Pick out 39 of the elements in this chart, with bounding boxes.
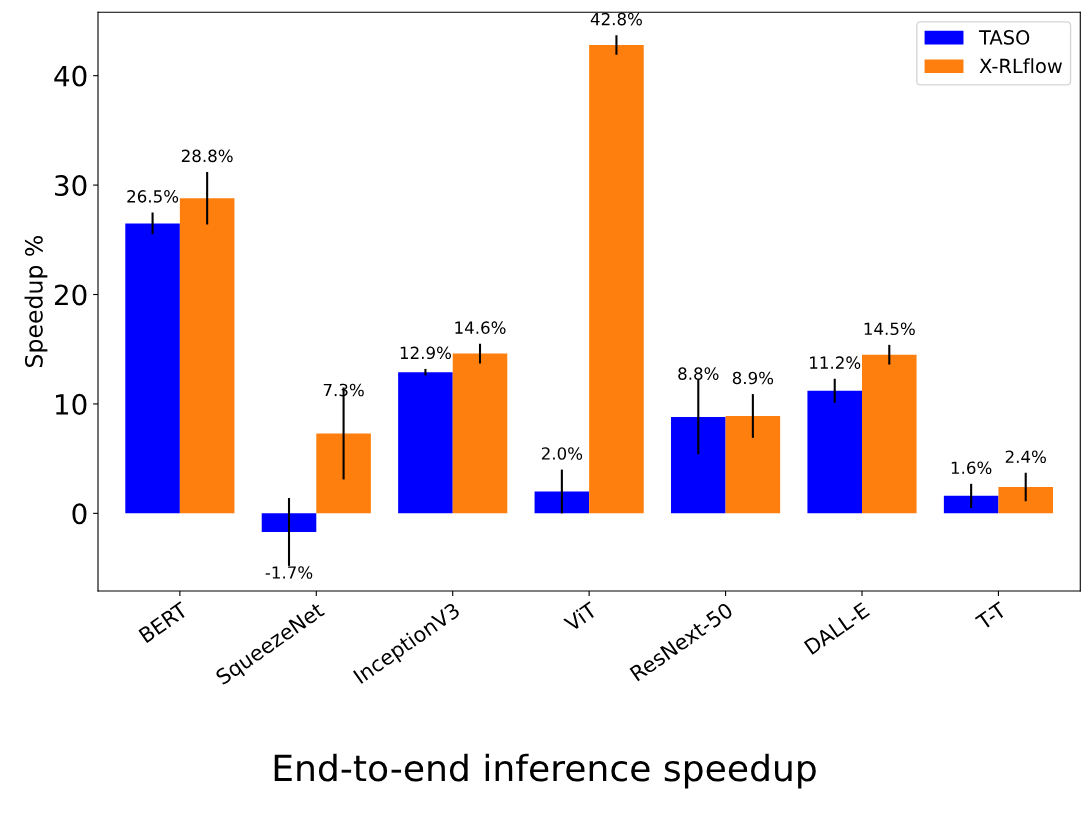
legend-label: X-RLflow	[979, 58, 1062, 74]
bar	[807, 390, 862, 514]
bar	[725, 415, 781, 514]
bar	[179, 198, 235, 514]
data-label: 8.8%	[678, 367, 719, 380]
legend-label: TASO	[978, 30, 1030, 45]
data-label: 2.0%	[541, 447, 583, 460]
bar	[589, 45, 644, 514]
bar	[125, 223, 180, 514]
data-label: 7.3%	[323, 383, 364, 397]
bar	[943, 495, 999, 514]
data-label: 28.8%	[181, 149, 233, 163]
y-tick-label: 40	[54, 65, 87, 87]
y-tick-label: 0	[72, 503, 87, 525]
bar	[316, 433, 371, 514]
data-label: 26.5%	[127, 190, 179, 203]
text: End-to-end inference speedup	[274, 753, 816, 789]
bar	[398, 372, 453, 514]
x-tick-label: T-T	[974, 601, 1008, 631]
y-tick-label: 30	[55, 175, 87, 197]
data-label: -1.7%	[265, 566, 313, 579]
data-label: 14.5%	[864, 322, 915, 336]
data-label: 42.8%	[590, 12, 642, 26]
x-tick-label: ViT	[562, 600, 599, 633]
bar	[671, 417, 726, 514]
y-axis-title: Speedup %	[24, 235, 48, 368]
data-label: 11.2%	[810, 356, 861, 369]
data-label: 2.4%	[1005, 450, 1046, 464]
bar	[261, 513, 317, 532]
bar	[998, 487, 1053, 514]
data-label: 12.9%	[400, 346, 451, 360]
y-tick-label: 20	[54, 284, 87, 306]
y-tick-label: 10	[55, 393, 87, 415]
bar	[452, 353, 508, 514]
data-label: 1.6%	[951, 461, 992, 475]
data-label: 8.9%	[732, 371, 774, 385]
bar	[534, 491, 590, 514]
bar	[862, 354, 917, 514]
data-label: 14.6%	[455, 321, 506, 334]
